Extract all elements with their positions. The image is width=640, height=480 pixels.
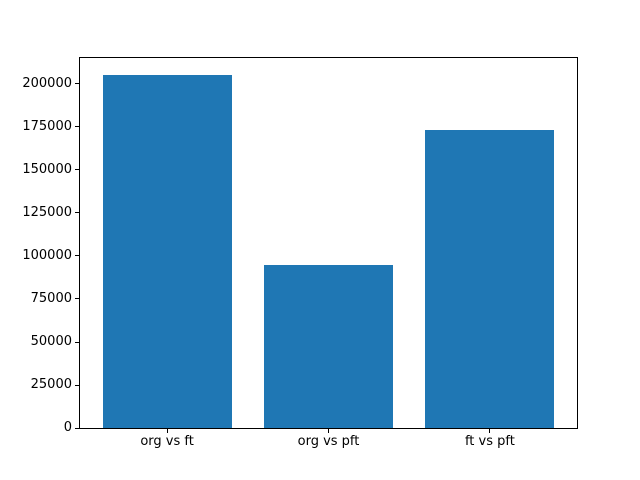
bar-ft-vs-pft [425,130,555,428]
y-tick-mark [75,212,79,214]
x-tick-label: org vs ft [140,434,194,449]
y-tick-mark [75,298,79,300]
y-tick-label: 25000 [30,377,72,392]
y-tick-mark [75,169,79,171]
y-tick-mark [75,341,79,343]
bar-org-vs-pft [264,264,394,428]
y-tick-label: 50000 [30,334,72,349]
y-tick-mark [75,83,79,85]
x-tick-mark [166,429,168,433]
y-tick-label: 125000 [22,204,72,220]
y-tick-label: 100000 [22,247,72,263]
bar-org-vs-ft [102,75,232,428]
y-tick-mark [75,255,79,257]
plot-area [79,57,578,429]
y-tick-label: 0 [63,420,72,435]
x-tick-label: org vs pft [297,434,360,449]
y-tick-mark [75,384,79,386]
y-tick-label: 175000 [22,118,72,134]
y-tick-mark [75,126,79,128]
x-tick-mark [328,429,329,433]
x-tick-label: ft vs pft [464,434,515,449]
x-tick-mark [489,429,491,433]
y-tick-label: 75000 [30,290,72,306]
y-tick-label: 150000 [22,161,72,177]
y-tick-label: 200000 [22,75,72,91]
y-tick-mark [75,427,79,429]
